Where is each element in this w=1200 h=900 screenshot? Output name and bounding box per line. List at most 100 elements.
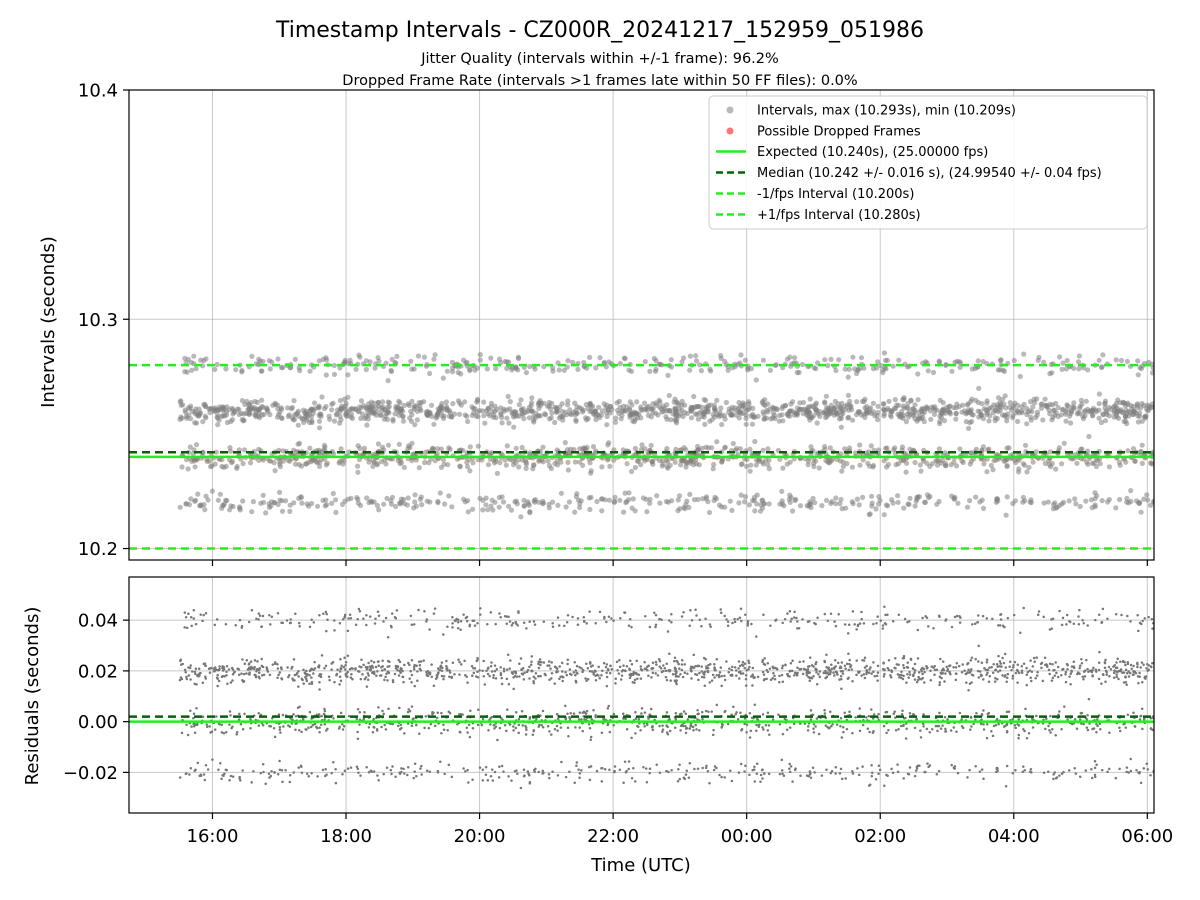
- top-data-point: [989, 405, 995, 411]
- bottom-data-point: [606, 667, 610, 671]
- top-data-point: [570, 359, 576, 365]
- top-data-point: [645, 412, 652, 418]
- top-data-point: [742, 405, 748, 412]
- top-data-point: [185, 466, 191, 472]
- top-data-point: [542, 411, 548, 417]
- top-data-point: [192, 464, 198, 470]
- bottom-data-point: [260, 625, 263, 629]
- top-data-point: [837, 501, 843, 507]
- bottom-data-point: [480, 723, 484, 727]
- top-data-point: [917, 462, 923, 468]
- bottom-data-point: [914, 769, 918, 772]
- top-data-point: [523, 465, 529, 471]
- bottom-data-point: [1011, 772, 1015, 775]
- bottom-data-point: [320, 654, 324, 657]
- bottom-data-point: [647, 674, 650, 678]
- bottom-data-point: [366, 678, 370, 681]
- top-data-point: [555, 502, 561, 508]
- bottom-data-point: [1127, 675, 1131, 678]
- top-data-point: [1005, 411, 1011, 417]
- bottom-grid: [129, 577, 1154, 813]
- bottom-data-point: [726, 624, 730, 628]
- top-data-point: [613, 415, 619, 421]
- bottom-data-point: [318, 730, 321, 734]
- bottom-data-point: [356, 669, 360, 673]
- top-data-point: [389, 356, 395, 362]
- bottom-data-point: [406, 765, 410, 769]
- bottom-data-point: [824, 669, 827, 673]
- bottom-data-point: [240, 624, 244, 628]
- bottom-data-point: [239, 723, 243, 726]
- top-data-point: [869, 503, 875, 509]
- top-data-point: [565, 459, 571, 465]
- bottom-data-point: [362, 663, 365, 667]
- bottom-data-point: [969, 728, 972, 731]
- bottom-data-point: [413, 762, 417, 765]
- bottom-data-point: [278, 759, 281, 763]
- top-data-point: [275, 356, 281, 362]
- bottom-data-point: [268, 673, 272, 677]
- bottom-data-point: [231, 679, 234, 682]
- bottom-data-point: [853, 623, 856, 626]
- bottom-data-point: [697, 678, 700, 682]
- top-data-point: [756, 458, 762, 464]
- top-data-point: [233, 367, 239, 373]
- bottom-data-point: [620, 674, 624, 677]
- bottom-data-point: [793, 610, 796, 614]
- top-data-point: [742, 494, 749, 500]
- bottom-data-point: [695, 728, 698, 731]
- bottom-data-point: [238, 618, 242, 622]
- top-data-point: [617, 497, 623, 503]
- top-data-point: [936, 358, 942, 364]
- bottom-data-point: [748, 711, 752, 715]
- bottom-data-point: [805, 674, 809, 677]
- top-data-point: [411, 366, 417, 372]
- bottom-data-point: [1116, 657, 1119, 660]
- top-data-point: [603, 404, 609, 411]
- top-data-point: [638, 404, 644, 410]
- top-data-point: [317, 411, 323, 417]
- top-data-point: [757, 508, 764, 514]
- bottom-data-point: [1126, 660, 1130, 664]
- top-data-point: [1001, 368, 1008, 374]
- top-data-point: [1047, 401, 1053, 407]
- bottom-data-point: [321, 768, 325, 772]
- top-data-point: [1125, 448, 1131, 454]
- bottom-data-point: [508, 667, 511, 670]
- top-data-point: [1128, 498, 1134, 504]
- bottom-data-point: [733, 666, 737, 669]
- bottom-data-point: [715, 673, 719, 677]
- top-data-point: [298, 494, 304, 500]
- bottom-data-point: [301, 718, 305, 721]
- top-data-point: [969, 411, 975, 418]
- top-data-point: [594, 498, 600, 505]
- bottom-data-point: [668, 652, 671, 655]
- top-data-point: [910, 406, 916, 412]
- top-data-point: [702, 421, 708, 427]
- bottom-data-point: [816, 616, 819, 619]
- top-data-point: [965, 409, 971, 415]
- bottom-data-point: [382, 712, 385, 716]
- top-data-point: [612, 419, 619, 425]
- top-data-point: [384, 495, 390, 501]
- bottom-data-point: [839, 724, 842, 728]
- bottom-data-point: [1030, 771, 1033, 774]
- bottom-data-point: [479, 613, 482, 616]
- bottom-data-point: [1016, 663, 1020, 666]
- bottom-data-point: [384, 616, 388, 620]
- bottom-data-point: [651, 671, 655, 675]
- bottom-data-point: [255, 617, 258, 621]
- bottom-data-point: [744, 613, 747, 616]
- top-data-point: [758, 502, 764, 508]
- top-data-point: [881, 413, 887, 419]
- bottom-data-point: [961, 726, 965, 730]
- top-data-point: [377, 412, 383, 418]
- top-data-point: [352, 406, 358, 413]
- bottom-data-point: [1151, 627, 1154, 630]
- bottom-data-point: [457, 658, 460, 661]
- bottom-data-point: [1001, 656, 1004, 660]
- top-data-point: [249, 353, 255, 359]
- top-data-point: [760, 357, 767, 363]
